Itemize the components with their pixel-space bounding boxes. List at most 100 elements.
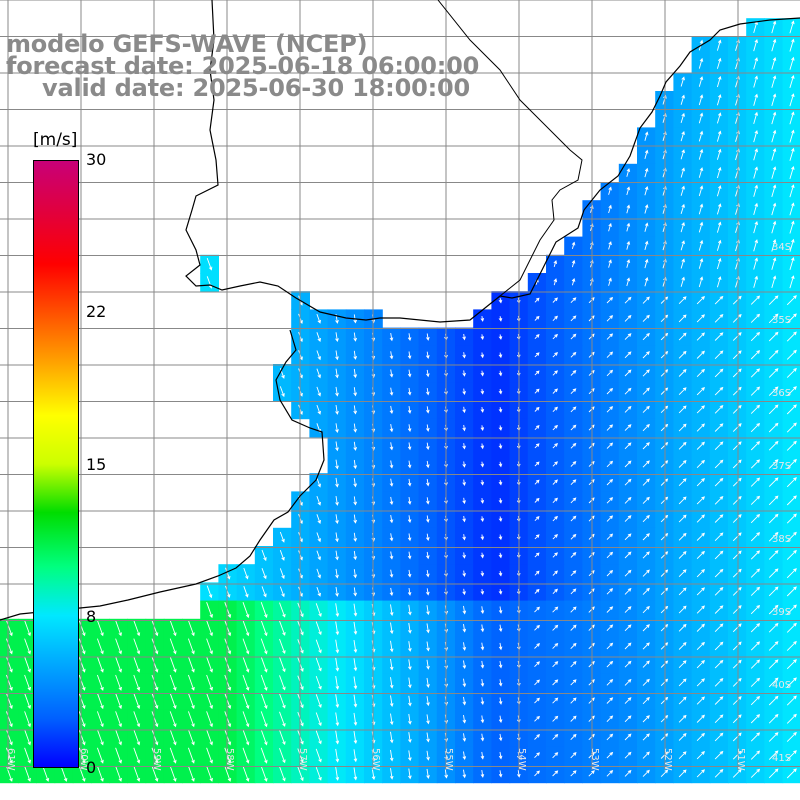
wind-arrow-101 [571,241,576,250]
lon-label-4: 57W [297,748,308,771]
wind-arrow-682 [642,624,650,632]
wind-arrow-551 [261,568,267,580]
wind-arrow-730 [714,641,724,651]
wind-arrow-853 [552,697,559,704]
wind-arrow-729 [696,641,705,651]
wind-arrow-548 [786,549,797,560]
wind-arrow-49 [680,149,685,160]
wind-arrow-918 [133,729,141,746]
wind-arrow-944 [606,733,614,741]
wind-arrow-386 [426,460,430,469]
wind-arrow-934 [426,732,430,743]
wind-arrow-215 [316,350,321,361]
wind-arrow-740 [96,656,104,673]
wind-arrow-906 [714,714,724,724]
wind-arrow-536 [570,552,577,558]
wind-arrow-629 [480,606,485,615]
wind-arrow-266 [714,368,724,378]
axis-labels: 61W 60W 59W 58W 57W 56W 55W 54W 53W 52W 51W 34S 35S 3… [5,242,791,771]
wind-arrow-567 [552,570,558,576]
wind-arrow-459 [750,495,761,505]
wind-arrow-919 [151,729,159,746]
wind-arrow-720 [534,643,540,649]
wind-arrow-385 [407,460,412,469]
wind-arrow-942 [570,733,577,741]
wind-arrow-591 [389,587,394,596]
wind-arrow-1026 [498,770,503,778]
wind-arrow-492 [316,532,321,543]
wind-arrow-588 [335,587,339,597]
wind-arrow-346 [642,423,650,432]
wind-arrow-171 [534,315,540,321]
wind-arrow-471 [462,515,466,523]
wind-arrow-156 [678,296,687,305]
wind-arrow-550 [243,567,249,580]
wind-arrow-897 [552,715,559,722]
wind-arrow-618 [279,602,286,618]
wind-arrow-440 [407,497,412,505]
wind-arrow-753 [335,657,340,672]
wind-arrow-238 [732,350,742,360]
wind-arrow-289 [606,387,614,395]
wind-arrow-452 [624,496,632,504]
wind-arrow-273 [316,386,321,397]
wind-arrow-801 [408,677,412,689]
wind-arrow-321 [678,405,687,414]
wind-arrow-59 [680,167,685,178]
wind-arrow-100 [789,220,795,234]
wind-arrow-513 [696,532,705,541]
wind-arrow-374 [678,441,687,450]
wind-arrow-784 [96,674,104,691]
wind-arrow-1014 [279,766,286,782]
wind-arrow-305 [389,405,394,414]
wind-arrow-50 [698,148,704,160]
wind-arrow-993 [696,751,705,760]
wind-arrow-496 [389,533,394,542]
wind-arrow-1016 [315,766,322,781]
wind-arrow-283 [498,388,503,395]
wind-arrow-128 [789,256,795,271]
wind-arrow-87 [771,202,777,216]
wind-arrow-1002 [60,765,68,782]
wind-arrow-880 [242,711,250,728]
wind-arrow-824 [24,693,31,710]
wind-arrow-482 [660,514,669,523]
wind-arrow-951 [732,732,742,742]
wind-arrow-185 [786,313,797,324]
wind-arrow-1022 [426,768,430,779]
wind-arrow-70 [680,185,685,196]
wind-arrow-1020 [389,768,394,780]
wind-arrow-103 [608,241,612,250]
wind-arrow-783 [78,674,86,691]
wind-arrow-1024 [462,769,467,779]
wind-arrow-187 [316,332,321,342]
wind-arrow-454 [660,496,669,505]
wind-arrow-577 [732,568,742,578]
wind-arrow-223 [462,352,466,359]
wind-arrow-329 [335,423,339,434]
wind-arrow-573 [660,569,669,577]
wind-arrow-82 [680,203,685,215]
wind-arrow-950 [714,732,724,742]
wind-arrow-777 [768,659,779,669]
wind-arrow-822 [786,677,797,688]
wind-arrow-208 [696,332,705,341]
wind-arrow-381 [335,459,339,470]
wind-arrow-41 [698,130,704,142]
wind-arrow-7 [771,38,777,52]
wind-arrow-60 [698,167,704,178]
wind-arrow-684 [678,623,687,632]
wind-arrow-809 [552,679,559,686]
wind-arrow-644 [750,604,761,615]
wind-arrow-244 [316,368,321,379]
wind-arrow-1030 [570,770,577,777]
wind-arrow-998 [786,750,797,761]
wind-arrow-158 [714,295,724,305]
wind-arrow-692 [24,638,31,655]
wind-arrow-203 [606,333,614,340]
wind-arrow-341 [552,424,558,431]
wind-arrow-742 [133,656,141,673]
wind-arrow-345 [624,424,632,431]
wind-arrow-296 [732,386,742,396]
wind-arrow-80 [644,204,649,214]
